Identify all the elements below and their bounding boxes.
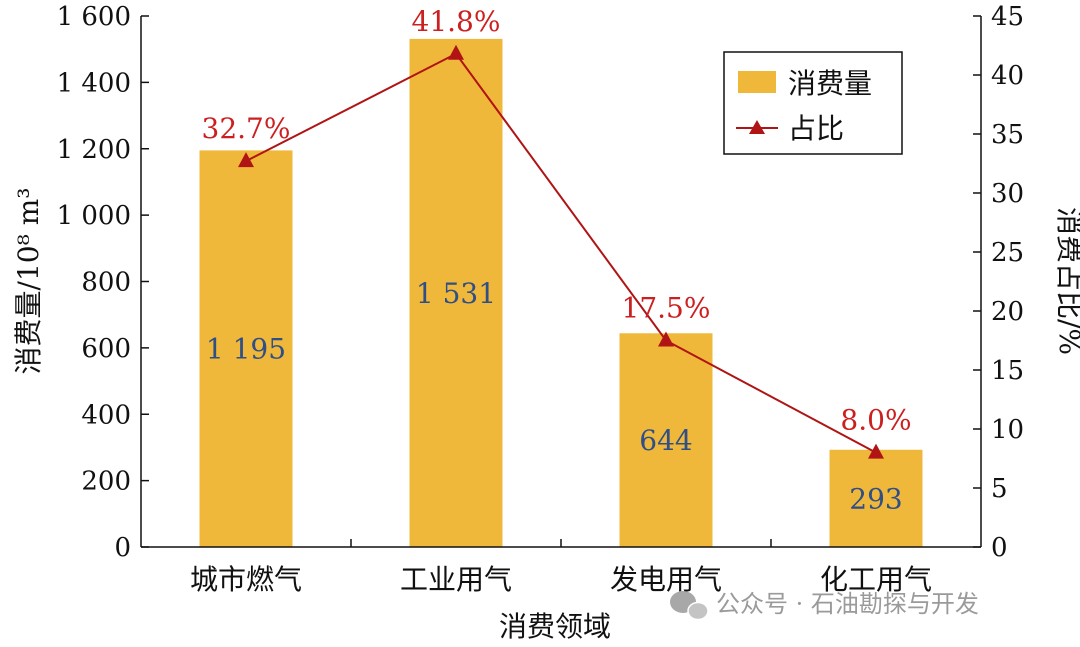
watermark: 公众号 · 石油勘探与开发 [670, 590, 979, 621]
y-tick-label-left-2: 400 [81, 400, 131, 430]
x-tick-label-2: 发电用气 [610, 563, 722, 596]
y-tick-label-right-3: 15 [991, 356, 1024, 386]
bar-1 [409, 38, 503, 547]
bar-value-label-2: 644 [639, 424, 692, 457]
data-labels: 1 195 1 531 644 293 32.7% 41.8% 17.5% 8.0% [202, 5, 912, 516]
legend-triangle-icon [749, 120, 765, 134]
share-line-path [245, 52, 877, 454]
legend: 消费量 占比 [723, 51, 903, 155]
share-label-2: 17.5% [622, 292, 711, 325]
y-tick-label-right-2: 10 [991, 415, 1024, 445]
bar-0 [199, 150, 293, 548]
share-point-3 [868, 443, 884, 459]
y-tick-label-right-9: 45 [991, 2, 1024, 32]
share-point-0 [238, 152, 254, 168]
share-line [238, 44, 884, 459]
y-tick-label-left-6: 1 200 [57, 135, 131, 165]
y-tick-label-right-6: 30 [991, 179, 1024, 209]
legend-label-share: 占比 [788, 112, 844, 145]
watermark-text: 公众号 · 石油勘探与开发 [716, 590, 979, 618]
share-point-1 [448, 44, 464, 60]
y-tick-label-left-5: 1 000 [57, 201, 131, 231]
share-label-3: 8.0% [840, 404, 911, 437]
y-axis-title-right: 消费占比/% [1053, 207, 1080, 355]
y-tick-label-right-7: 35 [991, 120, 1024, 150]
legend-label-volume: 消费量 [788, 67, 872, 100]
x-tick-label-3: 化工用气 [820, 563, 932, 596]
y-tick-label-left-1: 200 [81, 467, 131, 497]
y-tick-label-left-7: 1 400 [57, 68, 131, 98]
y-tick-label-left-0: 0 [114, 533, 131, 563]
bar-2 [619, 333, 713, 547]
y-tick-label-left-3: 600 [81, 334, 131, 364]
share-label-1: 41.8% [412, 5, 501, 38]
bar-value-label-0: 1 195 [206, 333, 286, 366]
y-tick-label-right-0: 0 [991, 533, 1008, 563]
wechat-icon [670, 591, 709, 621]
legend-box [723, 51, 903, 155]
bar-3 [829, 449, 923, 547]
y-tick-label-left-8: 1 600 [57, 2, 131, 32]
share-point-2 [658, 331, 674, 347]
bar-value-label-3: 293 [849, 482, 902, 515]
y-tick-label-right-4: 20 [991, 297, 1024, 327]
y-tick-label-right-8: 40 [991, 61, 1024, 91]
axes: 0 200 400 600 800 1 000 1 200 1 400 1 600 0 5 10 15 2… [57, 2, 1025, 596]
y-axis-title-left: 消费量/10⁸ m³ [12, 188, 45, 375]
bar-value-label-1: 1 531 [416, 277, 496, 310]
bars [199, 38, 923, 548]
y-tick-label-left-4: 800 [81, 268, 131, 298]
legend-bar-swatch [738, 71, 776, 93]
share-label-0: 32.7% [202, 112, 291, 145]
x-tick-label-1: 工业用气 [400, 563, 512, 596]
x-axis-title: 消费领域 [499, 610, 611, 643]
x-tick-label-0: 城市燃气 [190, 563, 302, 596]
y-tick-label-right-1: 5 [991, 474, 1008, 504]
y-tick-label-right-5: 25 [991, 238, 1024, 268]
